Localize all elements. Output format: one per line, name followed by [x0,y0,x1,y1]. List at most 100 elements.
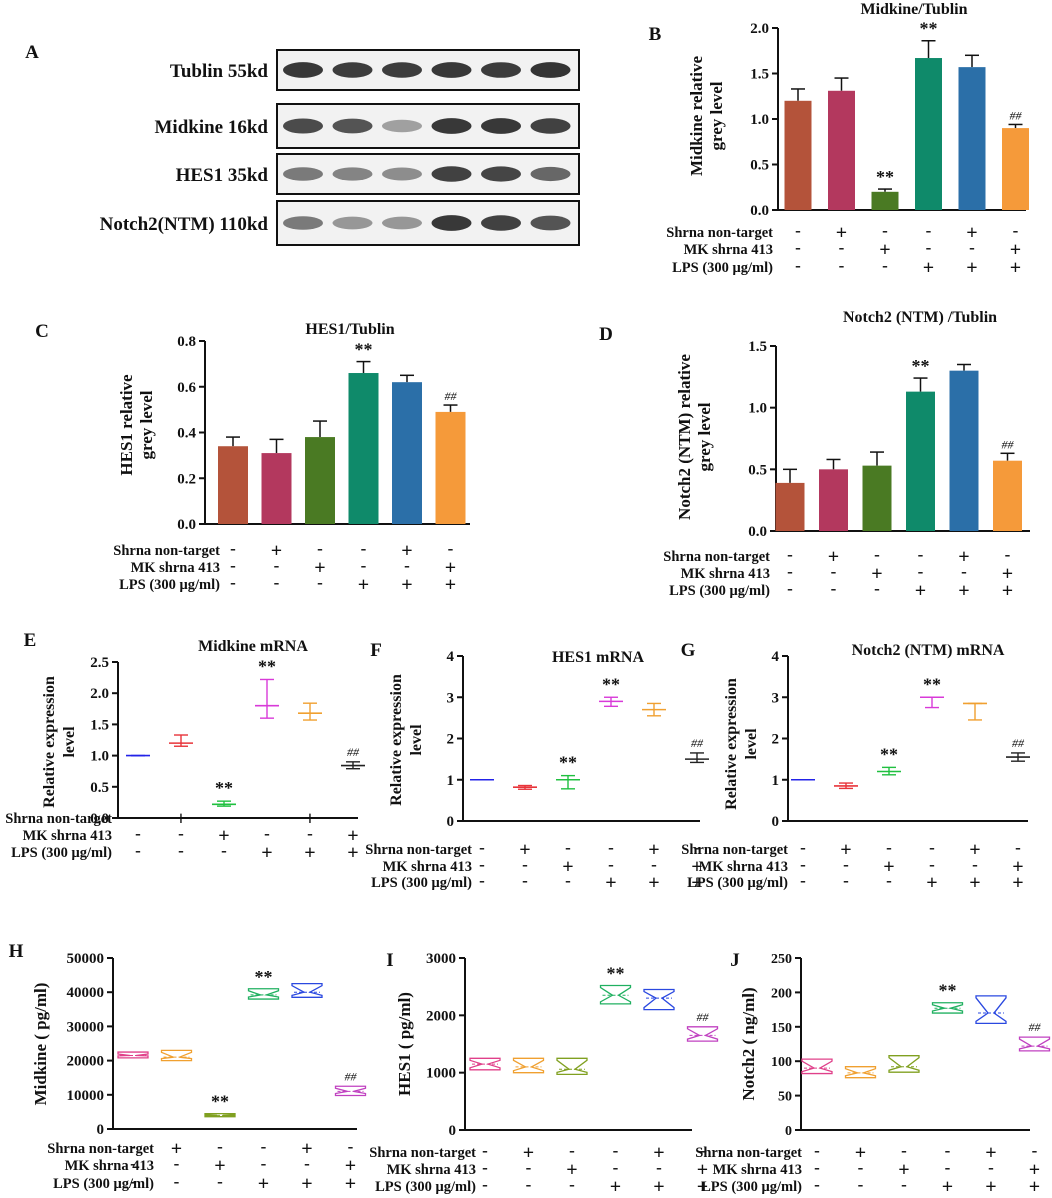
plus-sign: + [301,1138,312,1160]
minus-sign: - [565,871,571,890]
minus-sign: - [874,545,880,564]
violin-shape [556,1057,588,1076]
plus-sign: + [697,1159,708,1181]
chart-title: Notch2 (NTM) mRNA [852,642,1005,659]
condition-label: LPS (300 μg/ml) [687,875,788,891]
blot-band [283,167,323,181]
minus-sign: - [174,1154,180,1173]
plus-sign: + [562,856,573,878]
y-tick-label: 2000 [426,1008,456,1024]
plus-sign: + [828,546,839,568]
significance-star: ** [258,656,276,676]
blot-band [382,119,422,133]
minus-sign: - [261,1154,267,1173]
bar [305,437,335,524]
minus-sign: - [230,573,236,592]
minus-sign: - [831,562,837,581]
blot-band [431,62,472,78]
minus-sign: - [814,1175,820,1194]
significance-star: ** [602,674,620,694]
chart-title: Midkine mRNA [198,638,308,655]
condition-label: MK shrna 413 [383,859,472,875]
panel-label-h: H [9,941,24,962]
bar [819,469,848,531]
violin-shape [469,1057,501,1071]
plus-sign: + [304,808,315,830]
condition-label: MK shrna 413 [131,560,220,576]
violin-shape [643,988,675,1011]
significance-hash: ## [691,736,704,750]
plus-sign: + [691,872,702,894]
minus-sign: - [274,573,280,592]
minus-sign: - [656,1158,662,1177]
plus-sign: + [610,1176,621,1198]
plus-sign: + [840,839,851,861]
violin-shape [844,1066,877,1079]
y-tick-label: 1 [772,773,780,789]
significance-hash: ## [1012,736,1025,750]
minus-sign: - [795,256,801,275]
y-axis-title: level [743,728,760,760]
minus-sign: - [1013,221,1019,240]
condition-label: MK shrna 413 [699,859,788,875]
minus-sign: - [800,871,806,890]
plus-sign: + [261,842,272,864]
minus-sign: - [526,1158,532,1177]
chart-title: HES1 mRNA [552,649,644,666]
minus-sign: - [135,841,141,860]
minus-sign: - [130,1172,136,1191]
chart-title: HES1/Tublin [305,321,394,338]
minus-sign: - [178,841,184,860]
violin-shape [1018,1036,1051,1052]
significance-star: ** [559,753,577,773]
plus-sign: + [214,1155,225,1177]
minus-sign: - [831,579,837,598]
blot-row-label: Midkine 16kd [154,117,268,138]
y-tick-label: 0 [97,1122,105,1138]
plus-sign: + [836,222,847,244]
y-tick-label: 10000 [67,1088,105,1104]
minus-sign: - [843,855,849,874]
blot-band [530,215,571,231]
plus-sign: + [345,1173,356,1195]
minus-sign: - [613,1141,619,1160]
violin-shape [888,1055,920,1073]
plus-sign: + [347,825,358,847]
condition-label: Shrna non-target [666,225,773,241]
significance-star: ** [215,778,233,798]
y-tick-label: 0.0 [748,524,767,540]
panel-label-d: D [599,324,613,345]
minus-sign: - [565,838,571,857]
condition-label: LPS (300 μg/ml) [119,577,220,593]
plus-sign: + [985,1142,996,1164]
minus-sign: - [1032,1141,1038,1160]
y-tick-label: 0 [785,1124,792,1139]
blot-band [530,62,571,78]
minus-sign: - [608,855,614,874]
panel-label-e: E [24,630,37,651]
condition-label: MK shrna 413 [23,828,112,844]
minus-sign: - [929,838,935,857]
blot-band [283,216,323,230]
minus-sign: - [839,256,845,275]
minus-sign: - [217,1172,223,1191]
minus-sign: - [135,807,141,826]
plus-sign: + [523,1142,534,1164]
condition-label: LPS (300 μg/ml) [11,845,112,861]
blot-band [481,62,521,78]
y-tick-label: 0 [447,814,455,830]
y-axis-title: level [408,724,425,756]
minus-sign: - [608,838,614,857]
significance-star: ** [211,1092,229,1112]
minus-sign: - [886,871,892,890]
condition-label: LPS (300 μg/ml) [672,260,773,276]
y-tick-label: 200 [771,986,792,1001]
bar [218,446,248,524]
plus-sign: + [175,808,186,830]
plus-sign: + [985,1176,996,1198]
minus-sign: - [1005,545,1011,564]
minus-sign: - [569,1141,575,1160]
y-axis-title: HES1 ( pg/ml) [395,992,414,1096]
y-tick-label: 0 [772,814,780,830]
violin-shape [599,984,632,1005]
